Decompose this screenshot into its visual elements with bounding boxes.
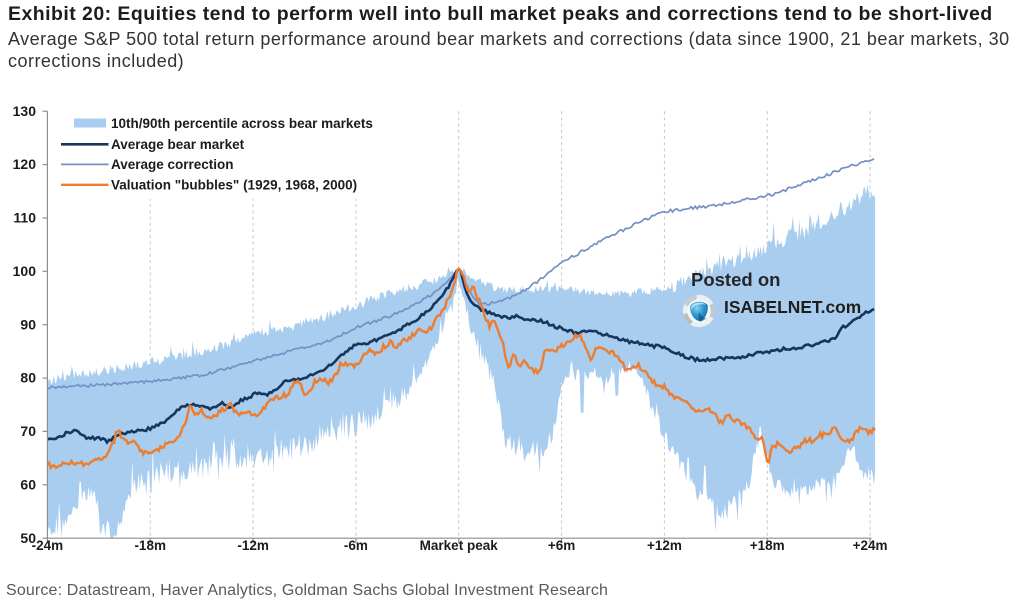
svg-text:+12m: +12m bbox=[647, 538, 682, 553]
svg-text:Market peak: Market peak bbox=[420, 538, 499, 553]
svg-text:130: 130 bbox=[13, 103, 37, 119]
svg-text:60: 60 bbox=[20, 476, 36, 492]
svg-text:110: 110 bbox=[13, 210, 36, 226]
svg-text:Average correction: Average correction bbox=[111, 157, 234, 172]
svg-text:-12m: -12m bbox=[237, 538, 269, 553]
svg-text:ISABELNET.com: ISABELNET.com bbox=[724, 297, 861, 317]
svg-text:Average bear market: Average bear market bbox=[111, 137, 245, 152]
svg-text:120: 120 bbox=[13, 156, 37, 172]
svg-text:10th/90th percentile across be: 10th/90th percentile across bear markets bbox=[111, 116, 373, 131]
svg-text:50: 50 bbox=[20, 530, 36, 546]
svg-text:70: 70 bbox=[20, 423, 36, 439]
svg-text:Posted on: Posted on bbox=[691, 269, 780, 290]
svg-text:+24m: +24m bbox=[853, 538, 888, 553]
svg-text:-18m: -18m bbox=[134, 538, 166, 553]
svg-text:-24m: -24m bbox=[32, 538, 64, 553]
svg-text:-6m: -6m bbox=[344, 538, 368, 553]
svg-text:100: 100 bbox=[13, 263, 37, 279]
svg-text:80: 80 bbox=[20, 370, 36, 386]
svg-text:+18m: +18m bbox=[750, 538, 785, 553]
svg-text:90: 90 bbox=[20, 316, 36, 332]
svg-text:Valuation "bubbles" (1929, 196: Valuation "bubbles" (1929, 1968, 2000) bbox=[111, 178, 357, 193]
svg-text:+6m: +6m bbox=[548, 538, 575, 553]
